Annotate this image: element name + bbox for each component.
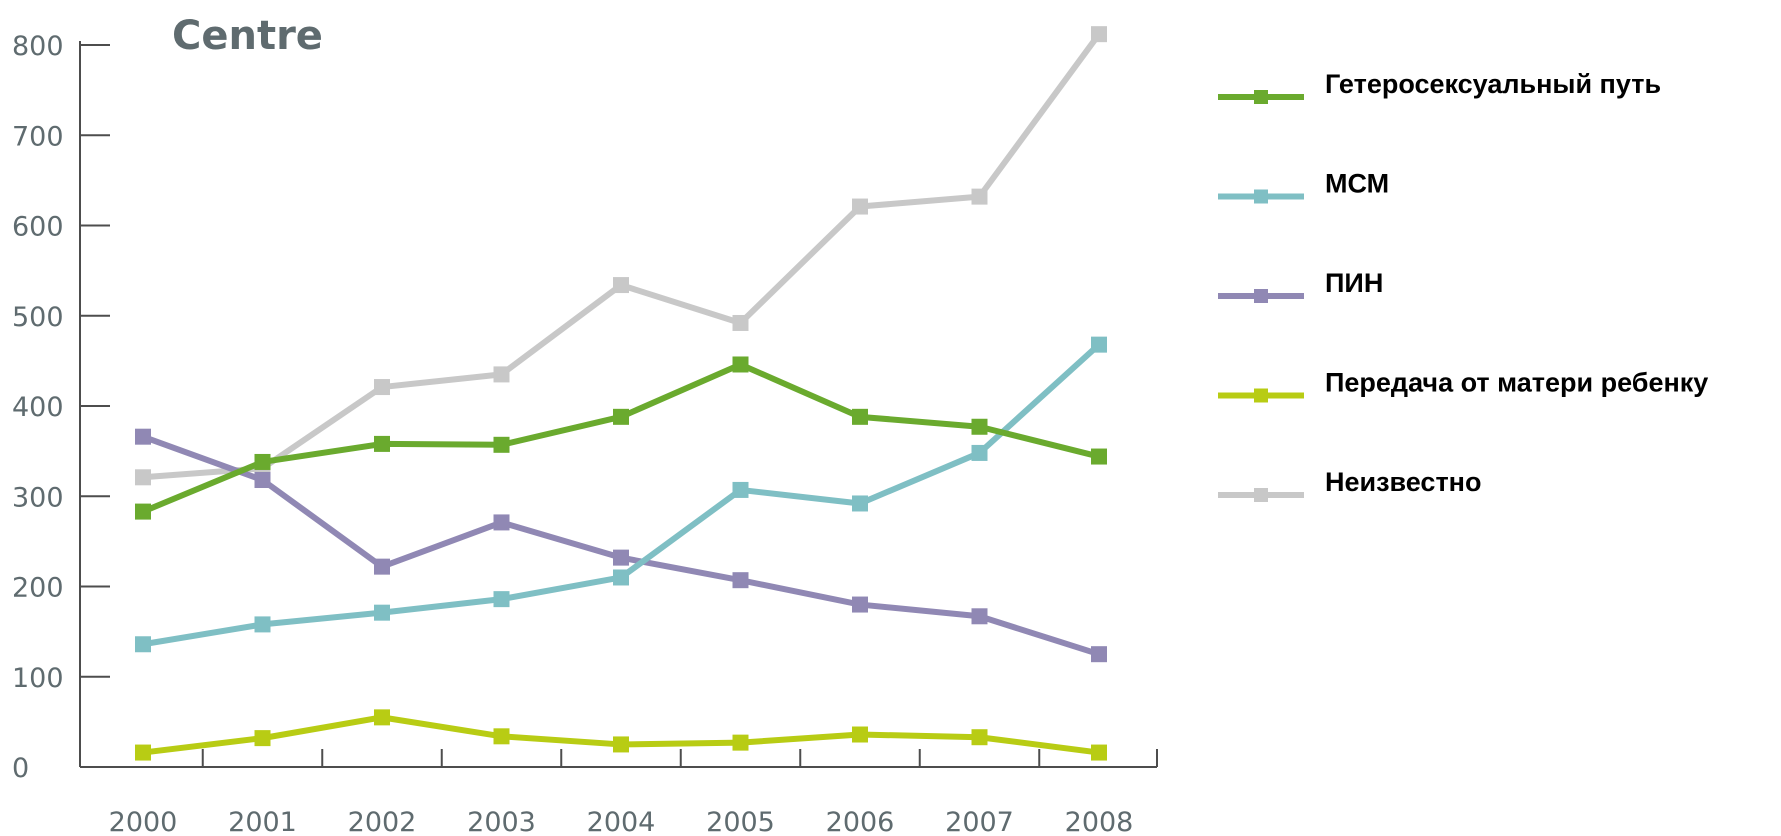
legend-item-2: ПИН xyxy=(1218,268,1383,303)
data-point xyxy=(971,418,988,435)
x-tick-label: 2007 xyxy=(945,807,1014,836)
legend-label: МСМ xyxy=(1325,169,1389,199)
legend: Гетеросексуальный путь МСМ ПИН Передача от … xyxy=(1218,69,1708,502)
legend-label: ПИН xyxy=(1325,268,1383,298)
data-point xyxy=(1091,744,1107,761)
data-point xyxy=(732,481,749,498)
data-point xyxy=(493,514,510,531)
legend-label: Неизвестно xyxy=(1325,467,1481,497)
data-point xyxy=(374,709,390,726)
data-point xyxy=(613,277,629,294)
x-tick-label: 2000 xyxy=(109,807,178,836)
data-point xyxy=(374,379,390,396)
data-point xyxy=(613,736,629,753)
data-point xyxy=(1091,448,1107,465)
x-tick-label: 2008 xyxy=(1065,807,1134,836)
legend-swatch-marker xyxy=(1254,189,1268,204)
data-point xyxy=(254,616,271,633)
y-tick-label: 700 xyxy=(12,121,64,152)
data-point xyxy=(1091,26,1107,43)
y-tick-label: 300 xyxy=(12,482,64,513)
x-tick-label: 2005 xyxy=(706,807,775,836)
series-3 xyxy=(135,709,1107,761)
data-point xyxy=(254,730,271,747)
data-point xyxy=(254,472,271,489)
x-tick-label: 2002 xyxy=(348,807,417,836)
data-point xyxy=(732,734,749,751)
chart-title: Centre xyxy=(172,13,323,59)
y-tick-label: 500 xyxy=(12,302,64,333)
legend-swatch-marker xyxy=(1254,488,1268,502)
legend-item-1: МСМ xyxy=(1218,169,1389,204)
data-point xyxy=(254,453,271,470)
data-point xyxy=(135,744,151,761)
data-point xyxy=(852,726,868,743)
legend-swatch-marker xyxy=(1254,289,1268,303)
series-line xyxy=(141,361,1100,515)
data-point xyxy=(493,591,510,608)
data-point xyxy=(613,569,629,586)
y-tick-label: 800 xyxy=(12,31,64,62)
data-point xyxy=(135,469,151,486)
series-0 xyxy=(135,356,1107,520)
legend-item-4: Неизвестно xyxy=(1218,467,1481,502)
data-point xyxy=(852,596,868,613)
legend-label: Передача от матери ребенку xyxy=(1325,368,1708,398)
legend-label: Гетеросексуальный путь xyxy=(1325,69,1661,99)
data-point xyxy=(493,366,510,383)
series-2 xyxy=(135,428,1107,663)
data-point xyxy=(374,604,390,621)
data-point xyxy=(613,549,629,566)
data-point xyxy=(135,428,151,445)
x-tick-label: 2001 xyxy=(228,807,297,836)
legend-swatch-marker xyxy=(1254,90,1268,104)
y-tick-label: 600 xyxy=(12,212,64,243)
data-point xyxy=(493,728,510,745)
y-tick-label: 0 xyxy=(12,753,29,784)
data-point xyxy=(852,198,868,215)
data-point xyxy=(732,572,749,589)
data-point xyxy=(374,558,390,575)
data-point xyxy=(852,408,868,425)
data-point xyxy=(493,436,510,453)
y-tick-label: 400 xyxy=(12,392,64,423)
data-point xyxy=(732,356,749,373)
x-tick-label: 2006 xyxy=(826,807,895,836)
data-point xyxy=(135,503,151,520)
axes: 0 100 200 300 400 500 600 700 800 2000 2001 2002 200… xyxy=(12,31,1158,836)
y-tick-label: 200 xyxy=(12,573,64,604)
x-tick-label: 2004 xyxy=(587,807,656,836)
series-layer xyxy=(135,26,1107,761)
x-tick-label: 2003 xyxy=(467,807,536,836)
data-point xyxy=(613,408,629,425)
data-point xyxy=(374,435,390,452)
series-1 xyxy=(135,336,1107,653)
y-tick-label: 100 xyxy=(12,663,64,694)
data-point xyxy=(971,188,988,205)
data-point xyxy=(971,729,988,746)
legend-item-0: Гетеросексуальный путь xyxy=(1218,69,1661,104)
data-point xyxy=(852,495,868,512)
data-point xyxy=(732,314,749,331)
data-point xyxy=(1091,336,1107,353)
data-point xyxy=(971,608,988,625)
data-point xyxy=(1091,646,1107,663)
legend-item-3: Передача от матери ребенку xyxy=(1218,368,1708,403)
data-point xyxy=(971,444,988,461)
legend-swatch-marker xyxy=(1254,388,1268,403)
data-point xyxy=(135,636,151,653)
